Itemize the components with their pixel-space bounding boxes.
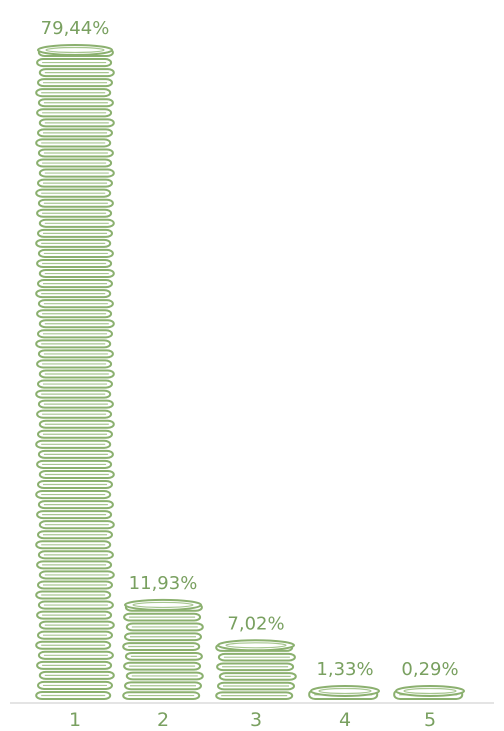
value-label-4: 1,33% bbox=[316, 659, 373, 680]
bars-group bbox=[35, 44, 465, 701]
value-label-1: 79,44% bbox=[41, 18, 110, 39]
x-tick-label-5: 5 bbox=[424, 709, 436, 731]
value-labels-group: 79,44% 11,93% 7,02% 1,33% 0,29% bbox=[41, 18, 459, 680]
bar-2 bbox=[122, 598, 204, 700]
value-label-3: 7,02% bbox=[227, 613, 284, 634]
x-tick-label-2: 2 bbox=[157, 709, 169, 731]
x-tick-labels-group: 1 2 3 4 5 bbox=[69, 709, 436, 731]
x-tick-label-1: 1 bbox=[69, 709, 81, 731]
value-label-5: 0,29% bbox=[401, 659, 458, 680]
x-tick-label-4: 4 bbox=[339, 709, 351, 731]
x-tick-label-3: 3 bbox=[250, 709, 262, 731]
bar-5 bbox=[393, 685, 465, 700]
value-label-2: 11,93% bbox=[129, 573, 198, 594]
bar-4 bbox=[308, 685, 380, 700]
bar-1 bbox=[35, 44, 115, 701]
bar-3 bbox=[215, 639, 297, 701]
